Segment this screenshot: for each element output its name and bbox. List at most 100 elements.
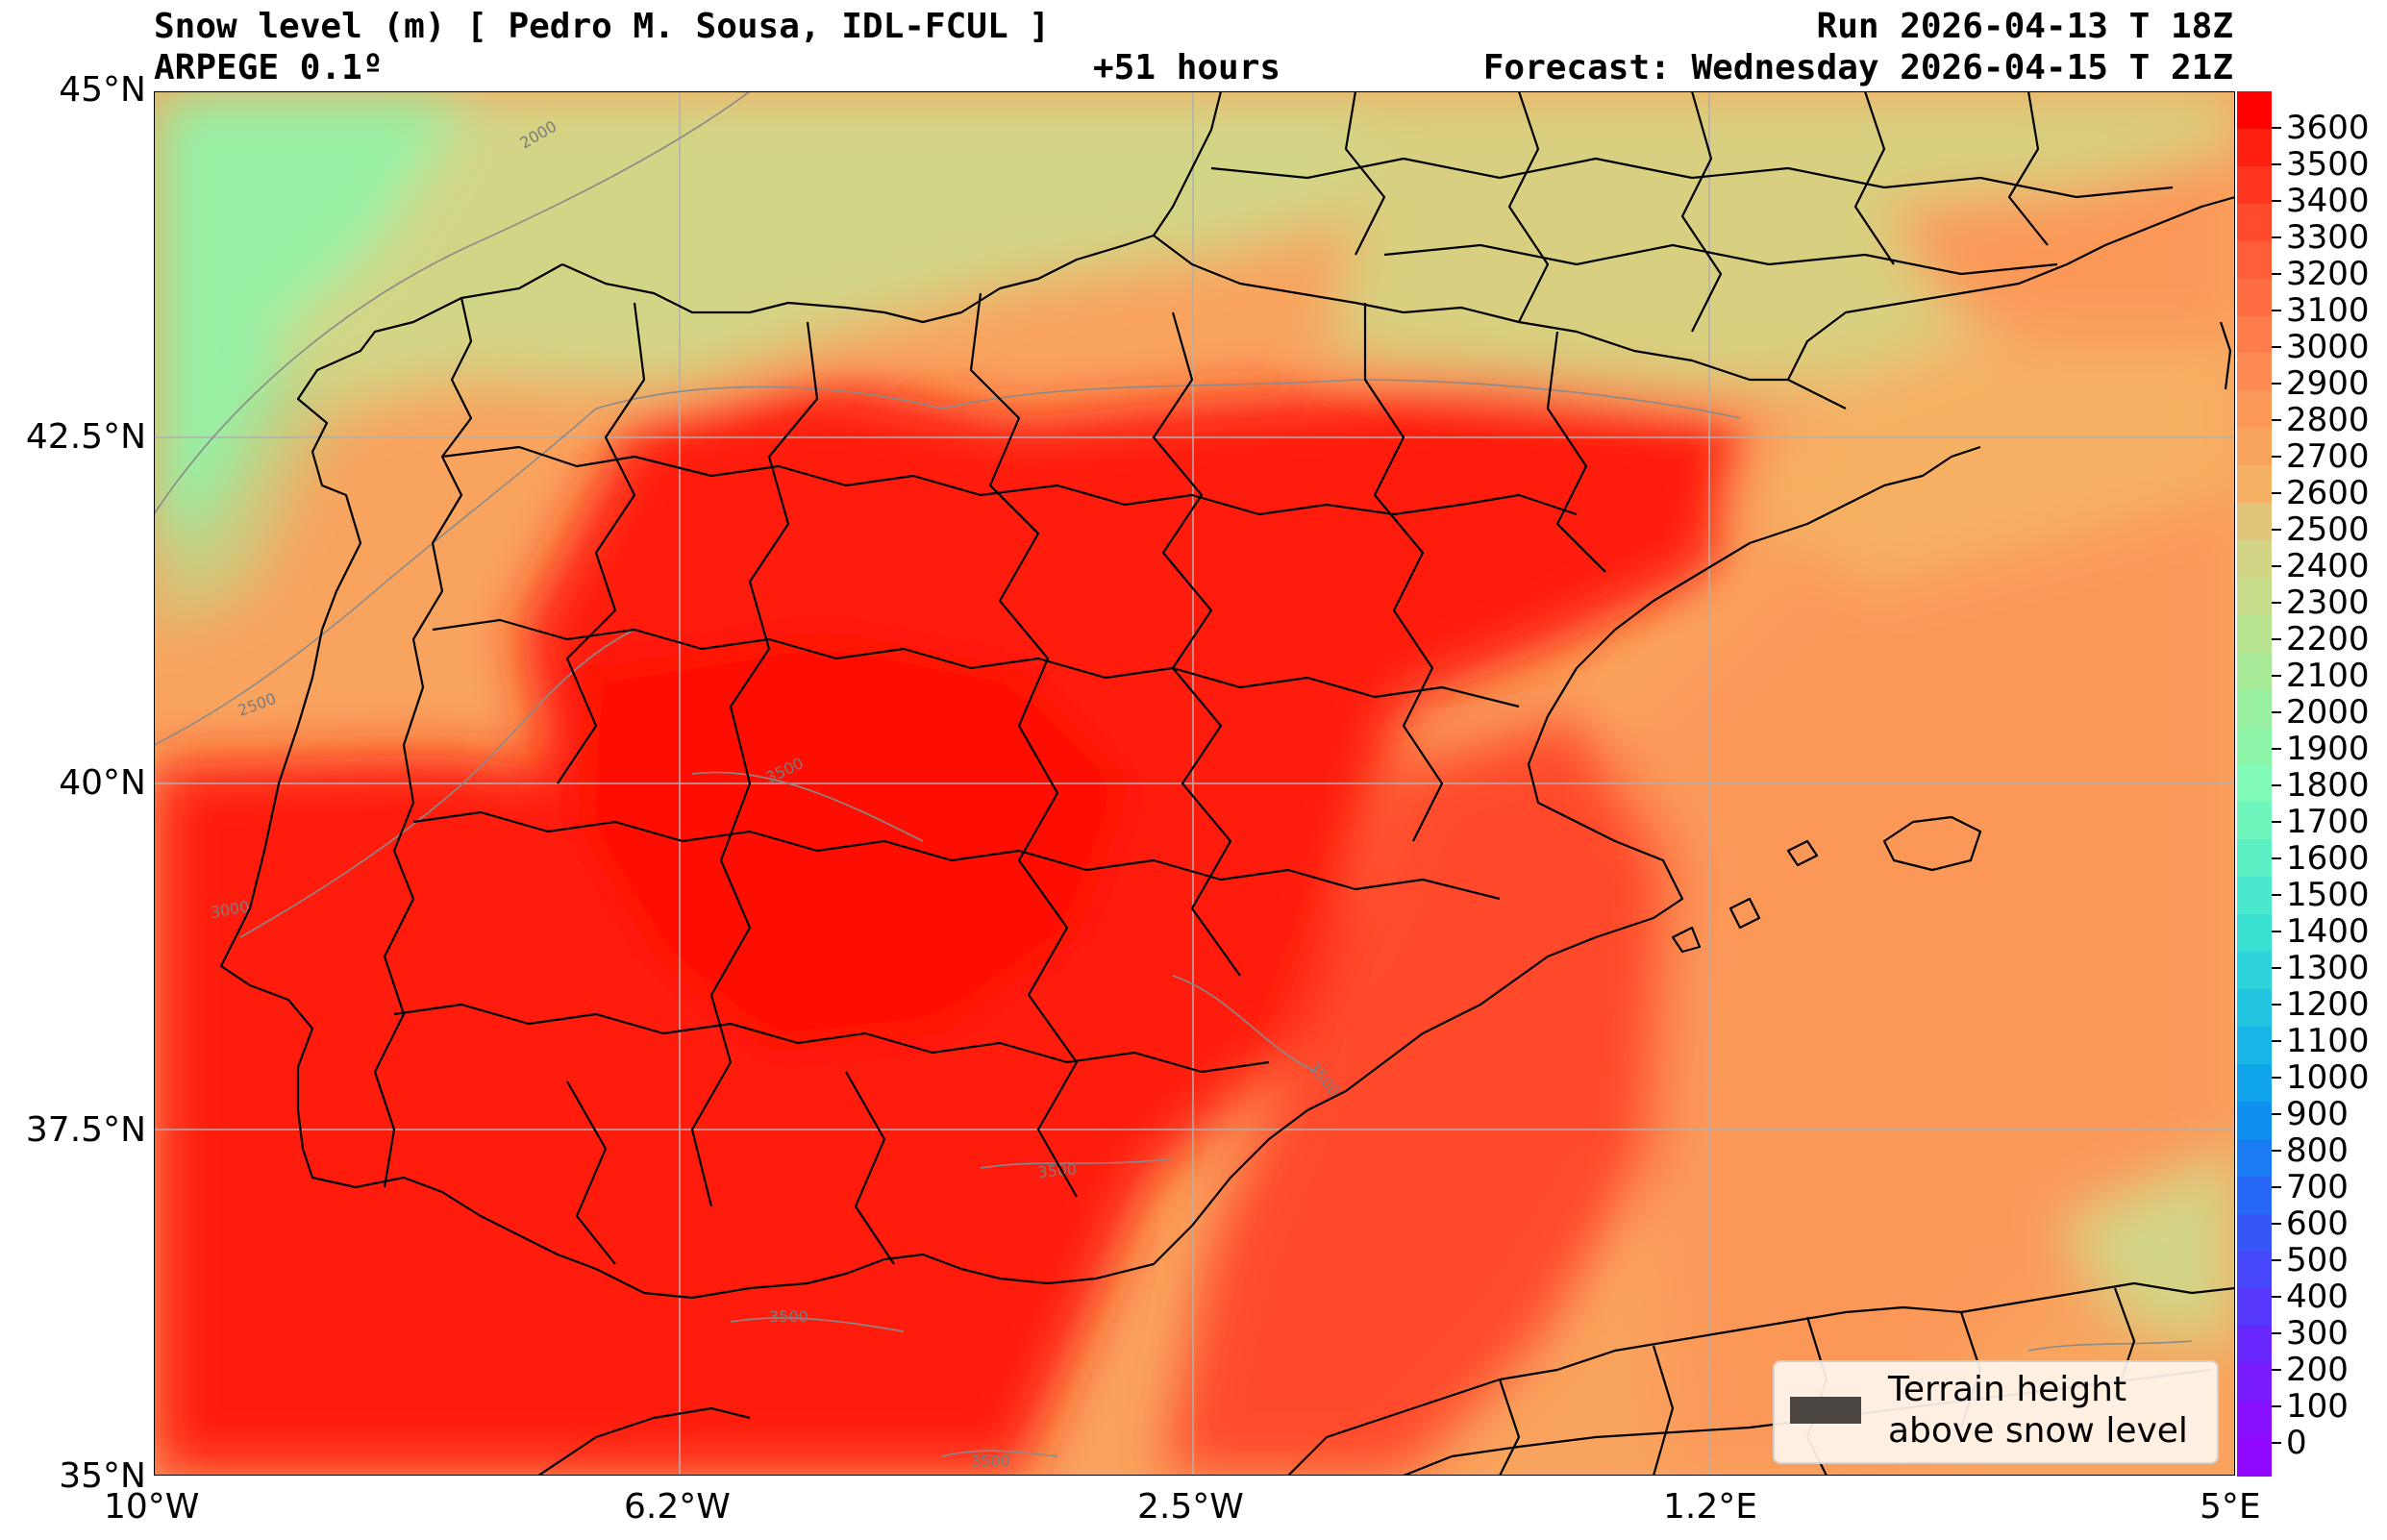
- colorbar-label: 3500: [2286, 145, 2370, 184]
- colorbar-segment: [2237, 1326, 2272, 1364]
- graticule: [154, 91, 2235, 1476]
- contour-label: 3500: [971, 1452, 1010, 1470]
- coastlines-and-borders: [219, 91, 2235, 1476]
- model-name: ARPEGE 0.1º: [154, 48, 384, 87]
- colorbar-tick: [2272, 711, 2281, 713]
- colorbar-tick: [2272, 565, 2281, 567]
- colorbar-label: 1000: [2286, 1058, 2370, 1097]
- colorbar-label: 3600: [2286, 109, 2370, 147]
- colorbar-tick: [2272, 784, 2281, 786]
- colorbar-label: 2500: [2286, 510, 2370, 549]
- colorbar-segment: [2237, 91, 2272, 130]
- colorbar-label: 1400: [2286, 912, 2370, 951]
- colorbar-segment: [2237, 1288, 2272, 1327]
- colorbar-segment: [2237, 540, 2272, 579]
- colorbar-label: 3300: [2286, 218, 2370, 257]
- colorbar-tick: [2272, 310, 2281, 311]
- colorbar-label: 1700: [2286, 803, 2370, 841]
- colorbar-label: 2400: [2286, 547, 2370, 585]
- colorbar-segment: [2237, 764, 2272, 804]
- map-title: Snow level (m) [ Pedro M. Sousa, IDL-FCU…: [154, 7, 1050, 46]
- colorbar-segment: [2237, 353, 2272, 391]
- colorbar-tick: [2272, 1405, 2281, 1407]
- lon-label-1-2e: 1.2°E: [1663, 1487, 1757, 1527]
- colorbar-tick: [2272, 894, 2281, 896]
- colorbar-tick: [2272, 1369, 2281, 1371]
- colorbar-label: 2000: [2286, 693, 2370, 732]
- colorbar-tick: [2272, 200, 2281, 202]
- colorbar-segment: [2237, 465, 2272, 504]
- colorbar-segment: [2237, 614, 2272, 654]
- colorbar-tick: [2272, 602, 2281, 604]
- snow-level-field: [154, 91, 2235, 1476]
- colorbar-segment: [2237, 1063, 2272, 1103]
- colorbar-label: 800: [2286, 1131, 2349, 1170]
- colorbar-tick: [2272, 419, 2281, 421]
- colorbar-tick: [2272, 1332, 2281, 1334]
- lon-label-5e: 5°E: [2200, 1487, 2261, 1527]
- colorbar-tick: [2272, 1296, 2281, 1298]
- colorbar-segment: [2237, 503, 2272, 541]
- colorbar-tick: [2272, 1259, 2281, 1261]
- colorbar-segment: [2237, 128, 2272, 167]
- colorbar-segment: [2237, 802, 2272, 840]
- colorbar-tick: [2272, 1186, 2281, 1188]
- colorbar-tick: [2272, 492, 2281, 494]
- colorbar-tick: [2272, 346, 2281, 348]
- colorbar-tick: [2272, 1113, 2281, 1115]
- colorbar-segment: [2237, 839, 2272, 878]
- colorbar-segment: [2237, 203, 2272, 242]
- colorbar-segment: [2237, 914, 2272, 953]
- lon-label-2-5w: 2.5°W: [1137, 1487, 1244, 1527]
- colorbar-tick: [2272, 163, 2281, 165]
- colorbar-label: 2900: [2286, 364, 2370, 403]
- colorbar-label: 2200: [2286, 620, 2370, 658]
- colorbar-tick: [2272, 1004, 2281, 1006]
- colorbar-segment: [2237, 1101, 2272, 1140]
- lat-label-37-5n: 37.5°N: [25, 1110, 146, 1150]
- colorbar-segment: [2237, 877, 2272, 915]
- colorbar: [2237, 91, 2272, 1477]
- colorbar-label: 200: [2286, 1351, 2349, 1389]
- lon-label-10w: 10°W: [104, 1487, 200, 1527]
- lead-time: +51 hours: [1093, 48, 1281, 87]
- run-time: Run 2026-04-13 T 18Z: [1816, 7, 2233, 46]
- colorbar-tick: [2272, 675, 2281, 677]
- colorbar-segment: [2237, 240, 2272, 280]
- snow-level-map: 2000 2500 3000 3500 3500 3500 3500 3500: [154, 91, 2235, 1476]
- colorbar-segment: [2237, 1176, 2272, 1215]
- colorbar-segment: [2237, 1213, 2272, 1253]
- colorbar-label: 300: [2286, 1314, 2349, 1353]
- colorbar-segment: [2237, 1438, 2272, 1477]
- colorbar-tick: [2272, 931, 2281, 932]
- colorbar-label: 500: [2286, 1241, 2349, 1279]
- colorbar-tick: [2272, 127, 2281, 129]
- colorbar-tick: [2272, 383, 2281, 385]
- colorbar-segment: [2237, 952, 2272, 990]
- colorbar-tick: [2272, 857, 2281, 859]
- colorbar-label: 2300: [2286, 584, 2370, 622]
- colorbar-segment: [2237, 390, 2272, 429]
- colorbar-tick: [2272, 1223, 2281, 1225]
- colorbar-tick: [2272, 748, 2281, 750]
- colorbar-label: 1900: [2286, 730, 2370, 768]
- colorbar-label: 0: [2286, 1424, 2307, 1462]
- colorbar-segment: [2237, 1251, 2272, 1289]
- colorbar-segment: [2237, 315, 2272, 355]
- lat-label-35n: 35°N: [59, 1456, 146, 1496]
- colorbar-label: 700: [2286, 1168, 2349, 1206]
- colorbar-segment: [2237, 278, 2272, 317]
- contour-label: 3500: [769, 1307, 808, 1326]
- colorbar-label: 2800: [2286, 401, 2370, 439]
- colorbar-segment: [2237, 1026, 2272, 1065]
- colorbar-label: 1200: [2286, 985, 2370, 1024]
- colorbar-tick: [2272, 273, 2281, 275]
- colorbar-segment: [2237, 689, 2272, 729]
- legend: Terrain height above snow level: [1773, 1360, 2219, 1464]
- colorbar-tick: [2272, 1077, 2281, 1079]
- colorbar-tick: [2272, 821, 2281, 823]
- colorbar-tick: [2272, 529, 2281, 531]
- colorbar-tick: [2272, 1442, 2281, 1444]
- lon-label-6-2w: 6.2°W: [624, 1487, 731, 1527]
- colorbar-segment: [2237, 652, 2272, 691]
